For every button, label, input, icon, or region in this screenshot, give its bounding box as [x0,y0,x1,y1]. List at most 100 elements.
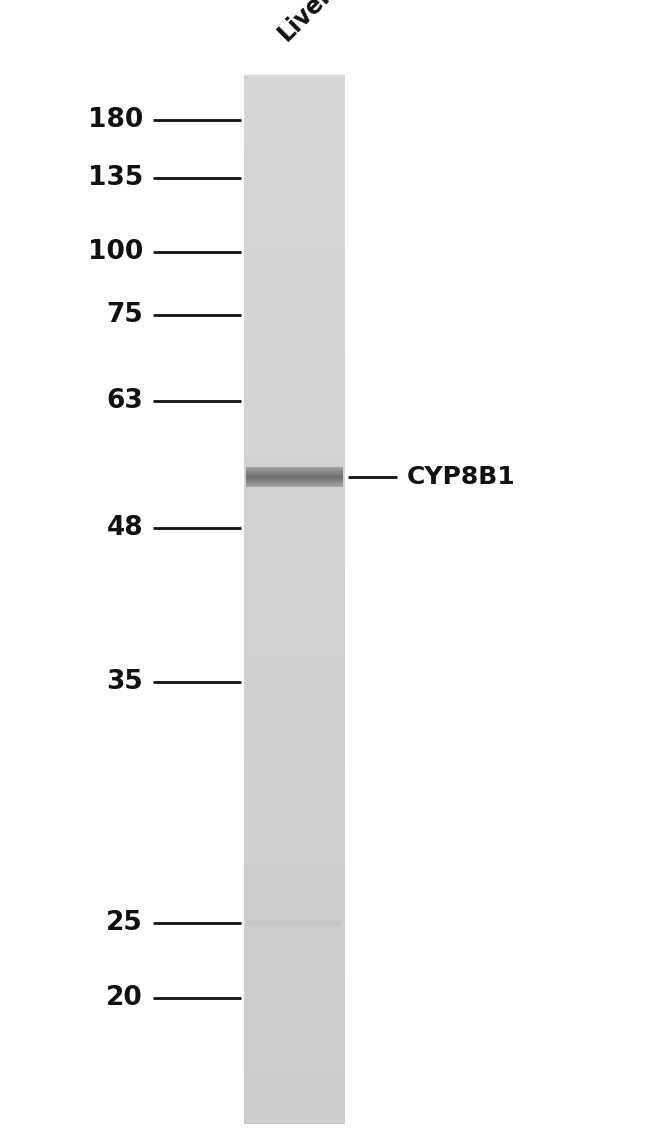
Bar [244,991,344,994]
Bar [244,477,344,481]
Bar [244,743,344,747]
Bar [244,127,344,131]
Bar [244,721,344,725]
Bar [244,655,344,658]
Bar [244,728,344,732]
Bar [244,525,344,530]
Bar [244,1097,344,1100]
Bar [244,319,344,323]
Bar [244,708,344,711]
Bar [244,599,344,603]
Bar [244,158,344,162]
Bar [244,484,344,487]
Bar [244,953,344,957]
Bar [244,309,344,312]
Bar [244,106,344,109]
Bar [244,375,344,379]
Bar [244,1037,344,1040]
Bar [244,190,344,194]
Bar [244,950,344,953]
Bar [244,428,344,431]
Bar [244,1082,344,1085]
Bar [244,1033,344,1037]
Bar [244,735,344,739]
Text: CYP8B1: CYP8B1 [406,466,515,489]
Bar [244,467,344,470]
Bar [244,78,344,81]
Bar [244,711,344,715]
Bar [244,397,344,400]
Bar [244,81,344,85]
Bar [244,1090,344,1093]
Bar [244,897,344,900]
Bar [244,757,344,760]
Bar [244,883,344,887]
Bar [244,928,344,931]
Bar [244,677,344,680]
Bar [244,421,344,424]
Bar [244,315,344,319]
Bar [244,841,344,844]
Bar [244,452,344,455]
Bar [244,169,344,172]
Bar [244,424,344,428]
Bar [244,603,344,607]
Bar [244,470,344,474]
Bar [244,438,344,442]
Bar [244,278,344,281]
Bar [244,669,344,673]
Bar [244,894,344,897]
Bar [244,994,344,998]
Bar [244,481,344,484]
Bar [244,820,344,824]
Bar [244,1001,344,1005]
Bar [244,834,344,837]
Bar [244,631,344,634]
Bar [244,1044,344,1047]
Bar [244,564,344,568]
Bar [244,1015,344,1019]
Bar [244,1078,344,1082]
Bar [244,645,344,648]
Bar [244,372,344,375]
Bar [244,1051,344,1054]
Bar [244,512,344,515]
Text: 75: 75 [106,303,143,328]
Bar [244,281,344,284]
Bar [244,179,344,184]
Bar [244,218,344,221]
Bar [244,795,344,798]
Bar [244,1075,344,1078]
Bar [244,813,344,817]
Bar [244,551,344,554]
Bar [244,771,344,774]
Bar [244,491,344,494]
Bar [244,92,344,95]
Bar [244,201,344,204]
Bar [244,75,344,78]
Bar [244,1107,344,1110]
Bar [244,400,344,404]
Bar [244,798,344,802]
Bar [244,561,344,564]
Bar [244,414,344,418]
Bar [244,694,344,697]
Bar [244,232,344,235]
Bar [244,85,344,88]
Bar [244,337,344,341]
Bar [244,407,344,411]
Bar [244,872,344,875]
Text: 25: 25 [106,911,143,936]
Bar [244,680,344,684]
Bar [244,88,344,92]
Bar [244,134,344,138]
Bar [244,291,344,295]
Bar [244,658,344,662]
Bar [244,1023,344,1027]
Bar [244,267,344,271]
Bar [244,249,344,253]
Bar [244,284,344,288]
Bar [244,931,344,935]
Bar [244,1054,344,1058]
Bar [244,673,344,677]
